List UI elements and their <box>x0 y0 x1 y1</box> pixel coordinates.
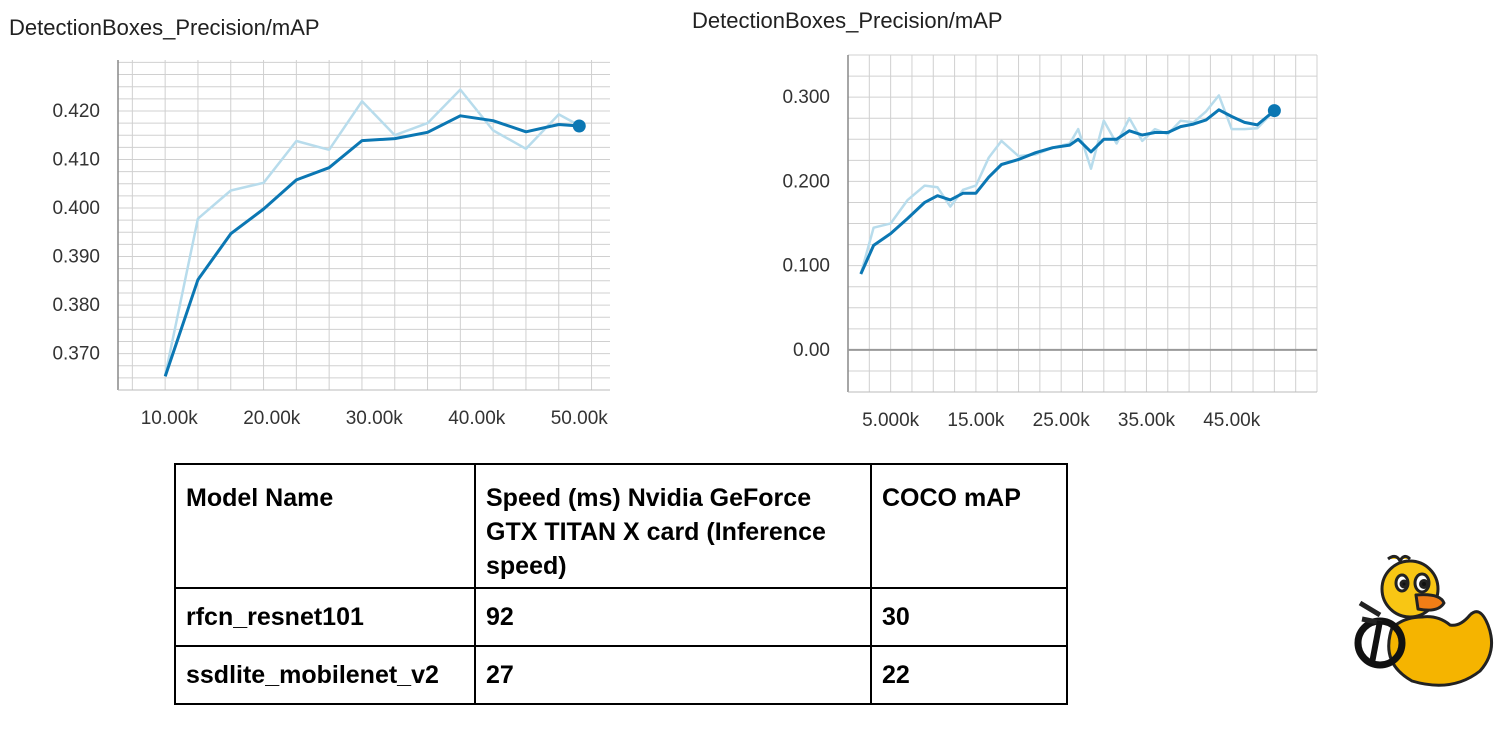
table-row: ssdlite_mobilenet_v2 27 22 <box>174 645 1068 705</box>
x-tick-label: 30.00k <box>346 408 404 429</box>
cell-coco-map: 22 <box>870 645 1068 705</box>
chart-2: 0.00 0.100 0.200 0.300 5.000k 15.00k 25.00k 35.… <box>782 54 1318 431</box>
smoothed-series-line <box>163 114 580 377</box>
cell-speed: 27 <box>474 645 872 705</box>
x-tick-label: 10.00k <box>141 408 199 429</box>
duck-logo-icon <box>1354 554 1494 687</box>
y-tick-label: 0.390 <box>52 247 100 268</box>
table-header-row: Model Name Speed (ms) Nvidia GeForce GTX… <box>174 463 1068 589</box>
y-tick-label: 0.200 <box>782 171 830 192</box>
table-row: rfcn_resnet101 92 30 <box>174 587 1068 647</box>
cell-model-name: ssdlite_mobilenet_v2 <box>174 645 476 705</box>
x-tick-label: 50.00k <box>551 408 609 429</box>
raw-series-line <box>163 88 580 376</box>
smoothed-series-line <box>859 108 1276 275</box>
header-speed: Speed (ms) Nvidia GeForce GTX TITAN X ca… <box>474 463 872 589</box>
chart-1-title: DetectionBoxes_Precision/mAP <box>9 15 320 40</box>
y-tick-label: 0.100 <box>782 256 830 277</box>
cell-speed: 92 <box>474 587 872 647</box>
header-coco-map: COCO mAP <box>870 463 1068 589</box>
x-tick-label: 15.00k <box>947 410 1005 431</box>
raw-series-line <box>859 94 1276 275</box>
y-tick-label: 0.410 <box>52 149 100 170</box>
chart-1: 0.370 0.380 0.390 0.400 0.410 0.420 10.00k 20.0… <box>52 60 610 429</box>
cell-model-name: rfcn_resnet101 <box>174 587 476 647</box>
cell-coco-map: 30 <box>870 587 1068 647</box>
x-tick-label: 35.00k <box>1118 410 1176 431</box>
last-point-marker <box>572 119 586 133</box>
y-tick-label: 0.380 <box>52 295 100 316</box>
y-tick-label: 0.300 <box>782 87 830 108</box>
y-tick-label: 0.370 <box>52 344 100 365</box>
x-tick-label: 25.00k <box>1033 410 1091 431</box>
x-tick-label: 40.00k <box>448 408 506 429</box>
y-tick-label: 0.00 <box>793 340 830 361</box>
y-tick-label: 0.400 <box>52 198 100 219</box>
x-tick-label: 5.000k <box>862 410 920 431</box>
header-model-name: Model Name <box>174 463 476 589</box>
y-tick-label: 0.420 <box>52 101 100 122</box>
x-tick-label: 20.00k <box>243 408 301 429</box>
model-comparison-table: Model Name Speed (ms) Nvidia GeForce GTX… <box>174 463 1068 705</box>
x-tick-label: 45.00k <box>1203 410 1261 431</box>
last-point-marker <box>1267 104 1281 118</box>
chart-2-title: DetectionBoxes_Precision/mAP <box>692 8 1003 33</box>
